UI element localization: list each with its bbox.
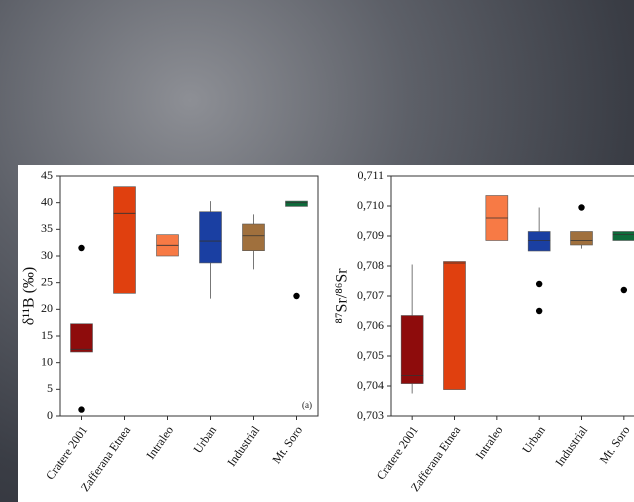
y-tick-label: 0,704 <box>357 378 384 392</box>
box <box>612 231 634 241</box>
y-tick-label: 45 <box>41 168 53 182</box>
y-tick-label: 0,711 <box>357 168 384 182</box>
y-tick-label: 30 <box>41 248 53 262</box>
outlier <box>535 280 543 288</box>
annotation: (a) <box>302 400 312 410</box>
y-tick-label: 20 <box>41 301 53 315</box>
y-tick-label: 0,706 <box>357 318 384 332</box>
y-tick-label: 10 <box>41 354 53 368</box>
plot-frame <box>59 175 319 417</box>
y-axis-label: δ¹¹B (‰) <box>21 267 38 325</box>
box <box>570 231 593 246</box>
box <box>527 231 551 252</box>
y-tick-label: 25 <box>41 274 53 288</box>
y-tick-label: 35 <box>41 221 53 235</box>
y-tick-label: 0,708 <box>357 258 384 272</box>
outlier <box>578 204 585 211</box>
box <box>400 315 424 384</box>
y-tick-label: 40 <box>41 194 53 208</box>
box <box>70 323 93 353</box>
y-tick-label: 0,703 <box>357 408 384 422</box>
box <box>242 223 265 251</box>
box <box>113 186 136 294</box>
outlier <box>78 244 85 252</box>
y-tick-label: 0,710 <box>357 198 384 212</box>
y-axis-label: ⁸⁷Sr/⁸⁶Sr <box>334 268 351 324</box>
outlier <box>78 406 85 413</box>
y-tick-label: 0,707 <box>357 288 384 302</box>
y-tick-label: 0,709 <box>357 228 384 242</box>
outlier <box>620 286 628 294</box>
outlier <box>535 307 543 315</box>
box <box>199 211 222 264</box>
y-tick-label: 0 <box>47 408 53 422</box>
box <box>285 200 308 207</box>
box <box>443 261 466 390</box>
y-tick-label: 0,705 <box>357 348 384 362</box>
y-tick-label: 15 <box>41 328 53 342</box>
y-tick-label: 5 <box>47 381 53 395</box>
outlier <box>293 292 300 300</box>
